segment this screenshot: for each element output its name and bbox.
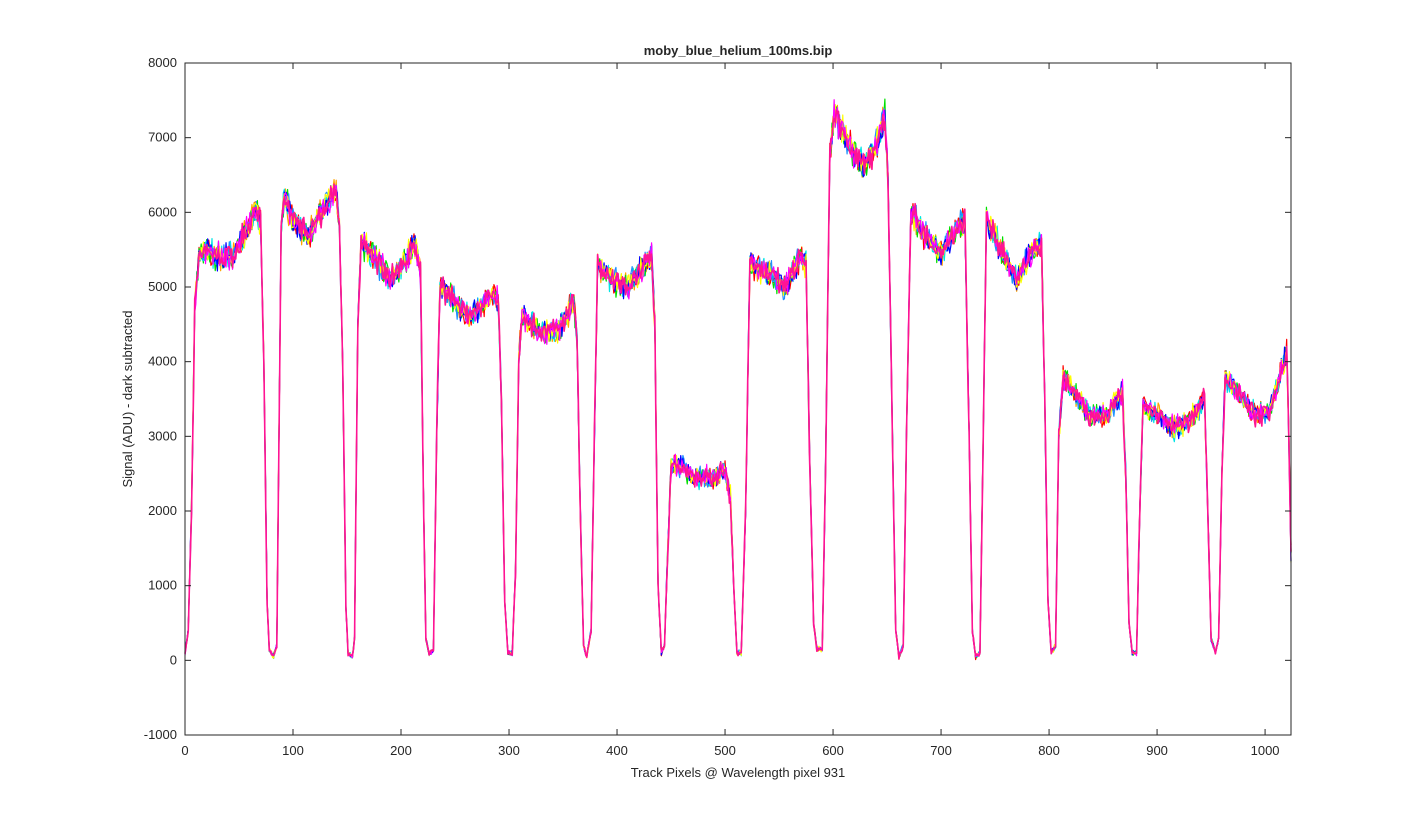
y-tick-label: 2000 — [148, 503, 177, 518]
y-tick-label: 6000 — [148, 204, 177, 219]
y-tick-label: 5000 — [148, 279, 177, 294]
x-tick-label: 900 — [1146, 743, 1168, 758]
x-tick-label: 600 — [822, 743, 844, 758]
y-tick-label: 3000 — [148, 428, 177, 443]
x-tick-label: 300 — [498, 743, 520, 758]
x-axis-ticks: 0 100 200 300 400 500 600 700 800 900 1000 — [181, 63, 1280, 758]
series-layer — [184, 98, 1292, 661]
x-tick-label: 0 — [181, 743, 188, 758]
y-tick-label: 4000 — [148, 354, 177, 369]
chart-title: moby_blue_helium_100ms.bip — [644, 43, 833, 58]
series-line — [184, 109, 1292, 660]
x-tick-label: 800 — [1038, 743, 1060, 758]
y-tick-label: 1000 — [148, 578, 177, 593]
axes-box — [184, 62, 1292, 736]
y-tick-label: 8000 — [148, 55, 177, 70]
x-tick-label: 400 — [606, 743, 628, 758]
y-axis-ticks: -1000 0 1000 2000 3000 4000 5000 6000 7000 8000 — [144, 55, 1291, 742]
x-axis-label: Track Pixels @ Wavelength pixel 931 — [631, 765, 846, 780]
x-tick-label: 500 — [714, 743, 736, 758]
x-tick-label: 200 — [390, 743, 412, 758]
y-tick-label: -1000 — [144, 727, 177, 742]
y-tick-label: 7000 — [148, 130, 177, 145]
x-tick-label: 1000 — [1251, 743, 1280, 758]
y-axis-label: Signal (ADU) - dark subtracted — [120, 310, 135, 487]
x-tick-label: 100 — [282, 743, 304, 758]
x-tick-label: 700 — [930, 743, 952, 758]
y-tick-label: 0 — [170, 652, 177, 667]
